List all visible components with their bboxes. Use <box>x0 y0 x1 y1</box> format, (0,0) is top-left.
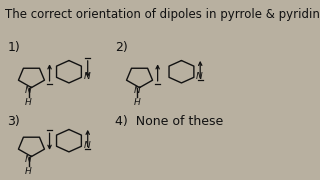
Text: N: N <box>25 155 32 164</box>
Text: N: N <box>196 73 203 82</box>
Text: 1): 1) <box>7 41 20 54</box>
Text: 4)  None of these: 4) None of these <box>115 115 224 128</box>
Text: 3): 3) <box>7 115 20 128</box>
Text: 2): 2) <box>115 41 128 54</box>
Text: N: N <box>84 141 90 150</box>
Text: N: N <box>133 86 140 95</box>
Text: N: N <box>84 73 90 82</box>
Text: The correct orientation of dipoles in pyrrole & pyridine is:: The correct orientation of dipoles in py… <box>5 8 320 21</box>
Text: H: H <box>133 98 140 107</box>
Text: N: N <box>25 86 32 95</box>
Text: H: H <box>25 166 32 176</box>
Text: H: H <box>25 98 32 107</box>
